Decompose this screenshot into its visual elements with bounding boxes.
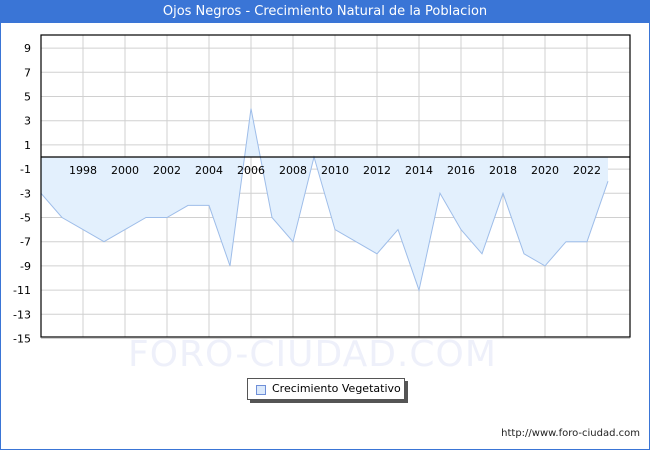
svg-text:-13: -13 [13,308,31,321]
svg-text:2016: 2016 [447,164,475,177]
svg-text:3: 3 [24,115,31,128]
svg-text:-15: -15 [13,333,31,346]
chart-title: Ojos Negros - Crecimiento Natural de la … [0,0,650,23]
source-url: http://www.foro-ciudad.com [501,428,640,439]
svg-text:2002: 2002 [153,164,181,177]
svg-text:2004: 2004 [195,164,223,177]
svg-text:2006: 2006 [237,164,265,177]
svg-text:1998: 1998 [69,164,97,177]
svg-text:9: 9 [24,42,31,55]
svg-text:2018: 2018 [489,164,517,177]
svg-text:-5: -5 [20,212,31,225]
svg-text:-3: -3 [20,187,31,200]
legend-swatch-icon [256,385,266,395]
svg-text:2012: 2012 [363,164,391,177]
svg-text:2020: 2020 [531,164,559,177]
svg-text:7: 7 [24,66,31,79]
svg-text:2000: 2000 [111,164,139,177]
legend: Crecimiento Vegetativo [247,378,405,400]
svg-text:-11: -11 [13,284,31,297]
svg-text:2014: 2014 [405,164,433,177]
svg-text:-9: -9 [20,260,31,273]
svg-text:-7: -7 [20,236,31,249]
svg-text:-1: -1 [20,163,31,176]
svg-text:5: 5 [24,91,31,104]
legend-label: Crecimiento Vegetativo [272,382,401,395]
svg-text:1: 1 [24,139,31,152]
svg-text:2008: 2008 [279,164,307,177]
svg-text:2010: 2010 [321,164,349,177]
watermark: FORO-CIUDAD.COM [128,334,497,375]
svg-text:2022: 2022 [573,164,601,177]
